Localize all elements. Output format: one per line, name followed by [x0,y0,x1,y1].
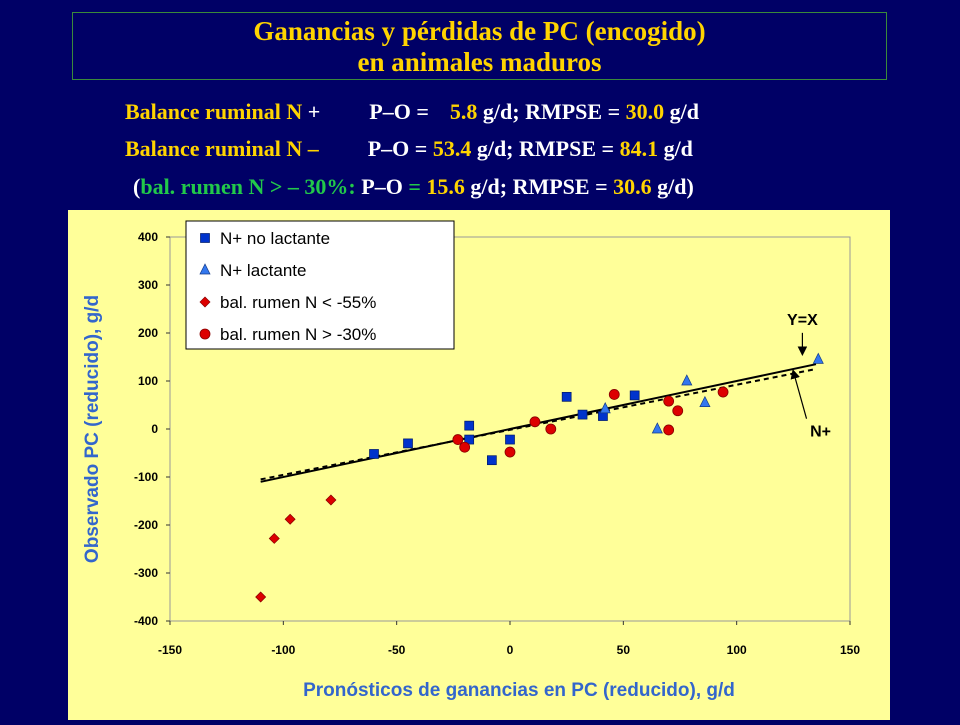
data-point-square [505,434,515,445]
row3-po-value: 15.6 [426,174,465,199]
annotation-label: Y=X [787,312,818,329]
x-tick-label: 100 [727,643,747,657]
y-tick-label: 200 [138,326,158,340]
data-point-triangle [812,352,824,364]
stats-row-1: Balance ruminal N + P–O = 5.8 g/d; RMPSE… [125,99,699,125]
y-tick-label: -100 [134,470,158,484]
data-point-circle [663,424,675,436]
data-point-square [629,390,640,401]
y-tick-label: 0 [151,422,158,436]
x-axis-label: Pronósticos de ganancias en PC (reducido… [303,680,735,701]
data-point-square [561,391,572,402]
data-point-diamond [255,591,267,603]
data-point-diamond [325,494,337,506]
annotation-arrow [790,369,808,419]
data-point-triangle [681,374,693,386]
y-tick-label: 400 [138,230,158,244]
data-point-circle [504,446,516,458]
row1-po-unit: g/d; [482,99,520,124]
legend-label: bal. rumen N > -30% [220,325,376,344]
y-tick-label: 100 [138,374,158,388]
data-point-square [577,409,588,420]
data-point-circle [717,386,729,398]
row3-rmpse-unit: g/d) [657,174,694,199]
y-tick-label: -300 [134,566,158,580]
row2-label: Balance ruminal N [125,136,303,161]
title-line1: Ganancias y pérdidas de PC (encogido) [253,16,706,46]
data-point-triangle [651,422,663,434]
row1-po-value: 5.8 [449,99,478,124]
row2-rmpse-unit: g/d [663,136,693,161]
x-tick-label: 150 [840,643,860,657]
row2-rmpse-prefix: RMPSE = [519,136,615,161]
y-tick-label: -400 [134,614,158,628]
data-point-square [369,449,379,459]
chart-panel: 400 300 200 100 0 -100 -200 -300 -400 -150 -100 -50… [68,210,890,720]
legend-label: bal. rumen N < -55% [220,293,376,312]
row1-rmpse-prefix: RMPSE = [525,99,621,124]
y-tick-label: -200 [134,518,158,532]
x-tick-label: -50 [388,643,406,657]
row2-sign: – [307,136,319,161]
data-point-circle [452,434,464,445]
data-point-circle [608,389,620,400]
data-point-square [403,438,413,449]
row3-eq: = [408,174,421,199]
row1-rmpse-unit: g/d [669,99,699,124]
x-tick-label: 50 [617,643,631,657]
data-point-circle [663,395,675,407]
data-point-circle [459,441,471,453]
row3-po-unit: g/d; [470,174,508,199]
row2-po-value: 53.4 [432,136,472,161]
legend-label: N+ no lactante [220,229,330,248]
stats-row-3: (bal. rumen N > – 30%: P–O = 15.6 g/d; R… [133,174,694,200]
scatter-chart: 400 300 200 100 0 -100 -200 -300 -400 -150 -100 -50… [82,220,860,701]
data-point-circle [672,405,684,417]
title-box: Ganancias y pérdidas de PC (encogido) en… [72,12,887,80]
data-point-circle [529,416,541,428]
row3-po-prefix: P–O [361,174,403,199]
row2-rmpse-value: 84.1 [619,136,659,161]
data-point-triangle [599,402,611,414]
x-tick-label: -100 [271,643,295,657]
data-point-square [464,434,475,445]
legend-marker-triangle [199,263,211,275]
row1-po-prefix: P–O = [369,99,429,124]
data-point-square [464,420,475,431]
data-point-diamond [284,513,296,525]
row1-rmpse-value: 30.0 [625,99,665,124]
row3-open: ( [133,174,141,199]
legend-marker-diamond [199,296,211,308]
row3-label: bal. rumen N > – 30%: [140,174,356,199]
row3-rmpse-prefix: RMPSE = [512,174,608,199]
title-line2: en animales maduros [357,47,602,77]
legend-marker-circle [199,328,211,340]
annotation-label: N+ [810,424,831,441]
row2-po-unit: g/d; [476,136,514,161]
row1-label: Balance ruminal N [125,99,303,124]
row2-po-prefix: P–O = [367,136,428,161]
legend-marker-square [200,233,210,243]
y-tick-label: 300 [138,278,158,292]
row3-rmpse-value: 30.6 [613,174,652,199]
legend-box [185,220,455,350]
data-point-triangle [699,395,711,407]
data-point-square [487,455,497,466]
row1-sign: + [307,99,321,124]
x-tick-label: 0 [507,643,514,657]
y-axis-label: Observado PC (reducido), g/d [82,295,103,563]
x-tick-label: -150 [158,643,182,657]
legend-label: N+ lactante [220,261,306,280]
stats-row-2: Balance ruminal N – P–O = 53.4 g/d; RMPS… [125,136,693,162]
data-point-circle [545,423,557,435]
data-point-diamond [268,532,280,544]
